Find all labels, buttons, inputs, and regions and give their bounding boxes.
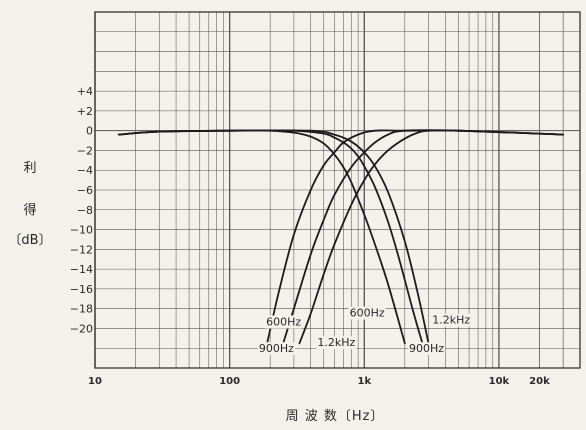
series-label-background <box>408 342 446 356</box>
y-tick-label: −16 <box>70 283 93 296</box>
series-label-background <box>316 336 357 350</box>
x-tick-label: 1k <box>357 376 371 387</box>
curve-low-pass-12khz <box>117 129 430 345</box>
y-tick-labels: +4 +2 0 −2 −4 −6 −8 −10 −12 −14 −16 −18 −20 <box>70 85 93 335</box>
x-tick-label: 10k <box>489 376 510 387</box>
y-tick-label: +4 <box>77 85 93 98</box>
y-tick-label: −12 <box>70 243 93 256</box>
x-tick-label: 20k <box>529 376 550 387</box>
y-axis-label-line-3: 〔dB〕 <box>8 233 51 248</box>
series-label: 600Hz <box>266 315 301 328</box>
y-axis-label-line-1: 利 <box>23 161 36 176</box>
series-label-background <box>265 315 303 329</box>
series-label: 900Hz <box>259 342 294 355</box>
series-label: 1.2kHz <box>317 336 355 349</box>
curve-high-pass-900hz <box>282 129 565 345</box>
y-axis-label: 利 得 〔dB〕 <box>8 161 51 248</box>
series-label: 600Hz <box>350 307 385 320</box>
grid <box>94 11 581 369</box>
x-tick-label: 100 <box>219 376 240 387</box>
series-labels: 600Hz 900Hz 1.2kHz 600Hz 900Hz 1.2kHz <box>257 306 472 356</box>
plot-frame <box>94 11 581 369</box>
series-label-background <box>257 342 295 356</box>
y-tick-label: −6 <box>77 184 93 197</box>
x-axis-label: 周 波 数〔Hz〕 <box>286 409 385 424</box>
series-label-background <box>348 306 386 320</box>
x-tick-labels: 10 100 1k 10k 20k <box>88 376 550 387</box>
y-tick-label: −20 <box>70 322 93 335</box>
curve-high-pass-12khz <box>298 129 565 345</box>
y-tick-label: −4 <box>77 164 93 177</box>
y-axis-label-line-2: 得 <box>23 202 36 218</box>
series-label: 1.2kHz <box>432 314 470 327</box>
y-tick-label: −14 <box>70 263 93 276</box>
series-curves <box>117 129 565 345</box>
y-tick-label: 0 <box>86 125 93 138</box>
y-tick-label: −8 <box>77 204 93 217</box>
series-label: 900Hz <box>409 342 444 355</box>
y-tick-label: +2 <box>77 105 93 118</box>
y-tick-label: −2 <box>77 144 93 157</box>
y-tick-label: −18 <box>70 303 93 316</box>
series-label-background <box>431 313 472 327</box>
y-tick-label: −10 <box>70 224 93 237</box>
x-tick-label: 10 <box>88 376 102 387</box>
